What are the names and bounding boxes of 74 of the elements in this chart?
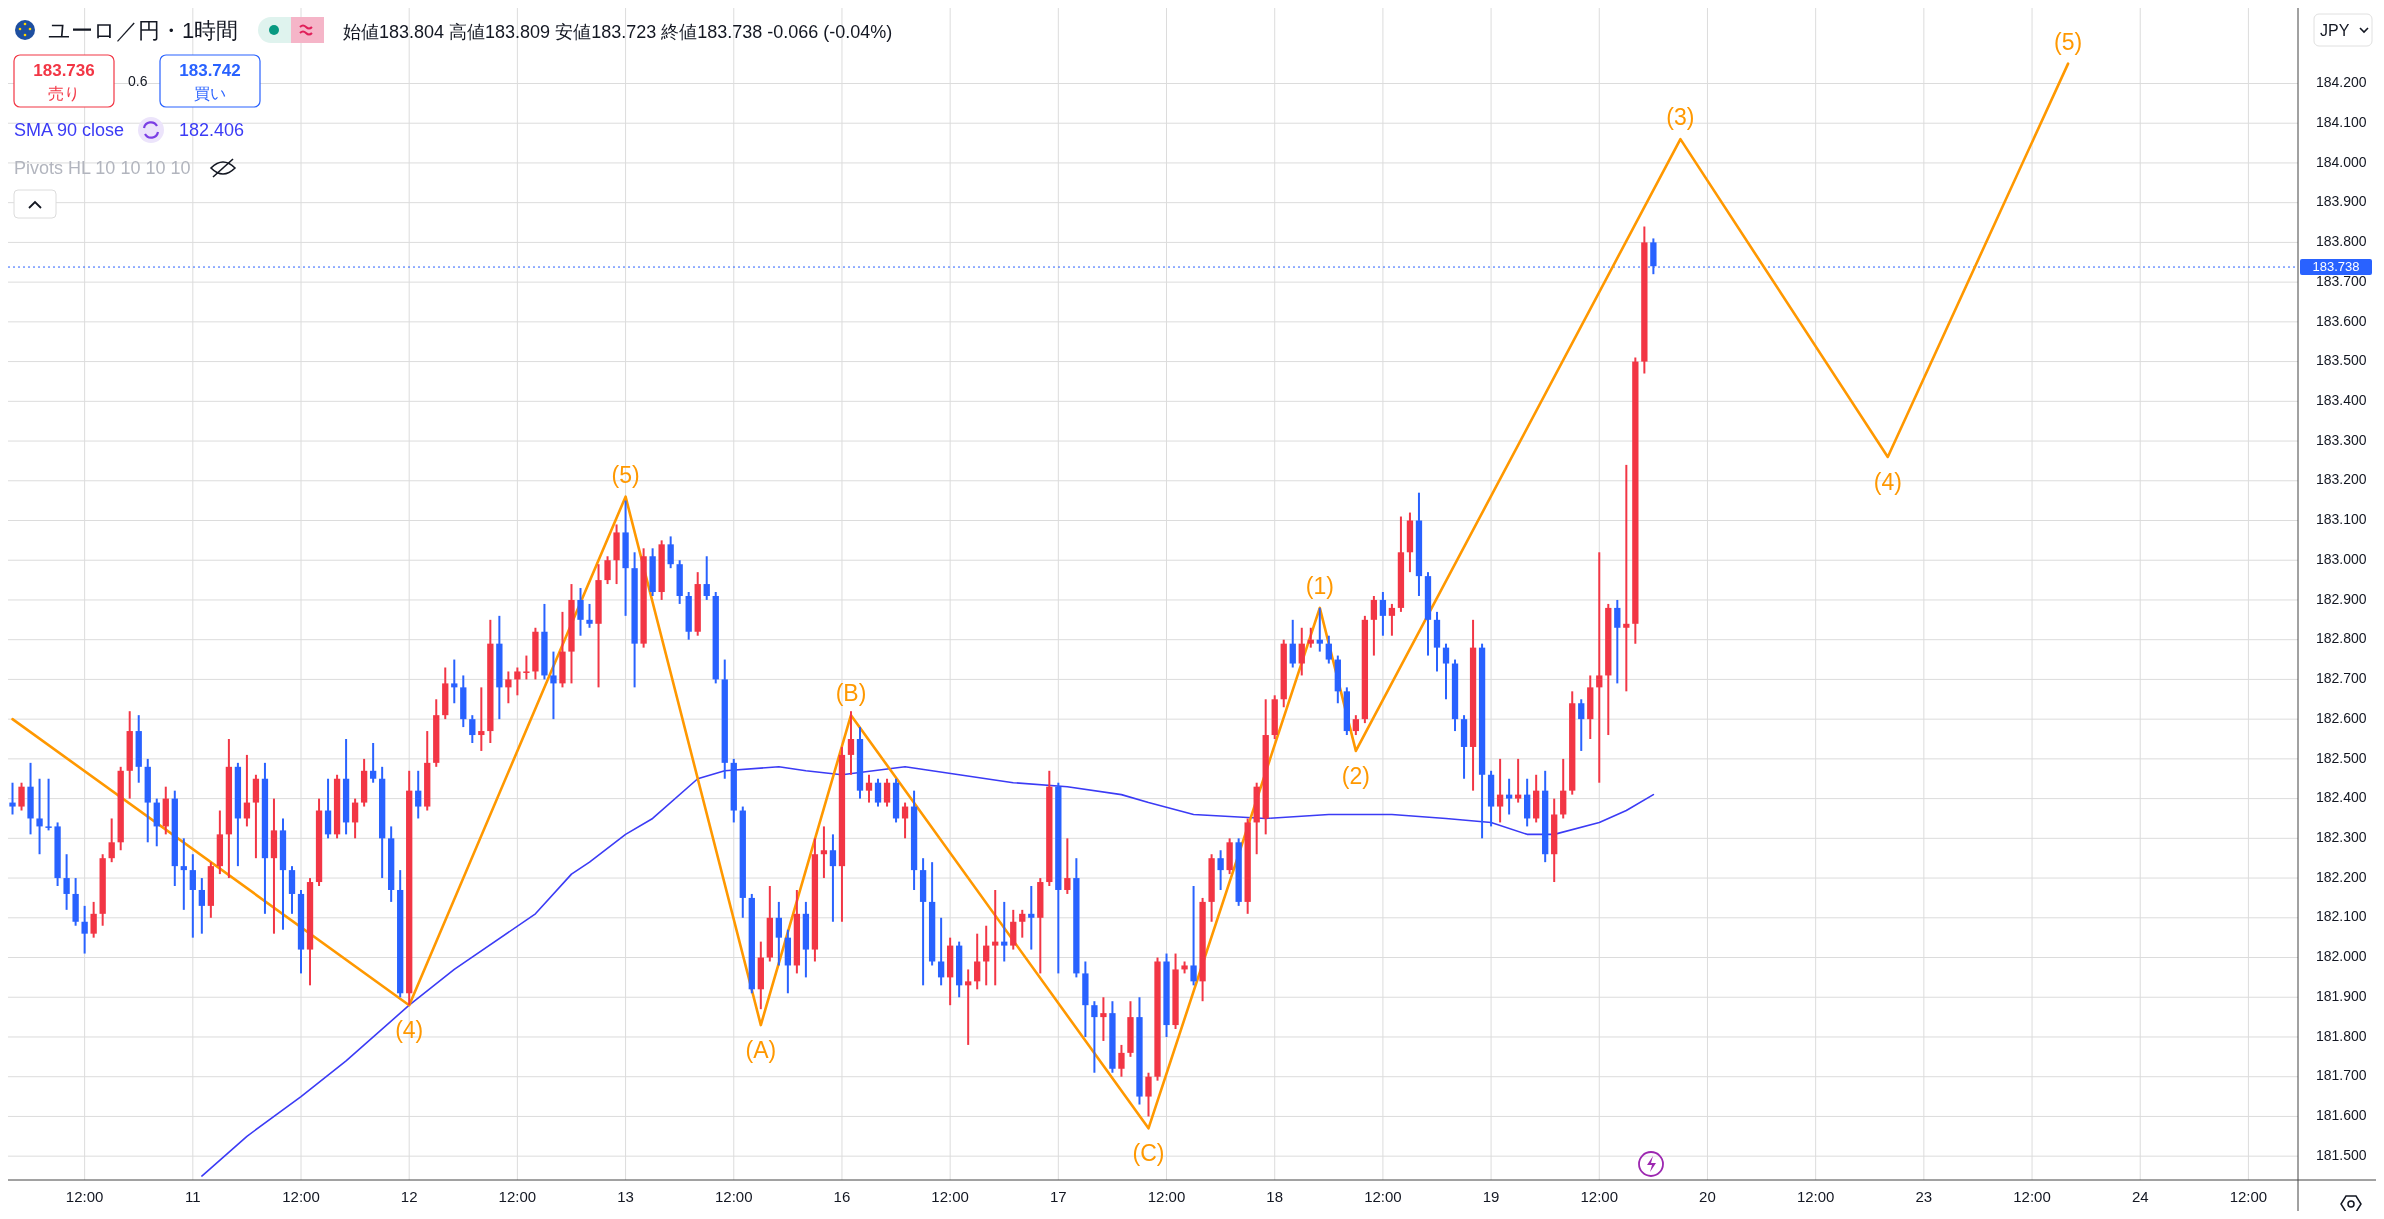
y-tick-label: 182.500	[2316, 749, 2367, 766]
y-tick-label: 183.800	[2316, 233, 2367, 250]
y-tick-label: 181.500	[2316, 1146, 2367, 1163]
x-tick-label: 16	[833, 1188, 851, 1205]
x-tick-label: 17	[1049, 1188, 1067, 1205]
x-tick-label: 12:00	[714, 1188, 753, 1205]
y-tick-label: 184.000	[2316, 153, 2367, 170]
y-tick-label: 182.600	[2316, 709, 2367, 726]
y-tick-label: 181.800	[2316, 1027, 2367, 1044]
annotation: (5)	[611, 461, 640, 488]
annotation: (4)	[1873, 468, 1902, 495]
annotation: 買い	[194, 85, 226, 102]
x-tick-label: 12:00	[2013, 1188, 2051, 1205]
x-tick-label: 24	[2131, 1188, 2149, 1205]
x-tick-label: 11	[185, 1188, 201, 1205]
y-tick-label: 181.700	[2316, 1067, 2367, 1084]
x-tick-label: 12:00	[282, 1188, 320, 1205]
annotation: 売り	[48, 85, 80, 102]
y-tick-label: 183.000	[2316, 550, 2367, 567]
x-tick-label: 12:00	[1147, 1188, 1186, 1205]
x-tick-label: 12:00	[65, 1188, 104, 1205]
annotation: (3)	[1666, 104, 1695, 131]
y-tick-label: 182.900	[2316, 590, 2367, 607]
annotation: 183.736	[33, 61, 95, 80]
x-tick-label: 12:00	[931, 1188, 969, 1205]
annotation: (C)	[1132, 1140, 1165, 1167]
x-tick-label: 19	[1482, 1188, 1500, 1205]
annotation: 0.6	[128, 73, 148, 89]
y-tick-label: 183.500	[2316, 352, 2367, 369]
text: JPY	[2320, 22, 2350, 39]
x-tick-label: 12:00	[498, 1188, 537, 1205]
y-tick-label: 182.400	[2316, 789, 2367, 806]
y-tick-label: 184.200	[2316, 74, 2367, 91]
annotation: Pivots HL 10 10 10 10	[14, 158, 191, 178]
candlestick	[523, 654, 530, 681]
x-tick-label: 18	[1266, 1188, 1284, 1205]
text: 始値183.804 高値183.809 安値183.723 終値183.738 -0.066 (-0.04%)	[343, 22, 893, 42]
y-tick-label: 183.900	[2316, 193, 2367, 210]
annotation: (A)	[745, 1037, 777, 1064]
annotation: (1)	[1305, 572, 1334, 599]
y-tick-label: 181.600	[2316, 1107, 2367, 1124]
annotation: 182.406	[179, 120, 245, 140]
y-tick-label: 183.700	[2316, 272, 2367, 289]
y-tick-label: 182.300	[2316, 829, 2367, 846]
x-tick-label: 23	[1915, 1188, 1933, 1205]
candlestick	[45, 777, 52, 832]
annotation: (2)	[1341, 762, 1370, 789]
x-tick-label: 12	[400, 1188, 418, 1205]
x-tick-label: 12:00	[2229, 1188, 2268, 1205]
y-tick-label: 181.900	[2316, 987, 2367, 1004]
text: SMA 90 close	[14, 120, 125, 140]
y-tick-label: 183.300	[2316, 431, 2367, 448]
y-tick-label: 182.100	[2316, 908, 2367, 925]
y-tick-label: 184.100	[2316, 113, 2367, 130]
y-tick-label: 183.200	[2316, 471, 2367, 488]
x-tick-label: 20	[1699, 1188, 1716, 1205]
y-tick-label: 183.100	[2316, 511, 2367, 528]
y-tick-label: 182.800	[2316, 630, 2367, 647]
y-tick-label: 182.700	[2316, 670, 2367, 687]
x-tick-label: 13	[617, 1188, 634, 1205]
y-tick-label: 183.400	[2316, 392, 2367, 409]
text: ユーロ／円・1時間	[48, 18, 239, 43]
annotation: (B)	[835, 680, 867, 707]
x-tick-label: 12:00	[1364, 1188, 1402, 1205]
y-tick-label: 182.200	[2316, 868, 2367, 885]
y-tick-label: 182.000	[2316, 948, 2367, 965]
annotation: (4)	[395, 1017, 424, 1044]
annotation: (5)	[2054, 28, 2083, 55]
x-tick-label: 12:00	[1796, 1188, 1835, 1205]
ref-line-label: 183.738	[2312, 258, 2360, 274]
y-tick-label: 183.600	[2316, 312, 2367, 329]
annotation: 183.742	[179, 61, 241, 80]
x-tick-label: 12:00	[1580, 1188, 1619, 1205]
line-series	[201, 766, 1655, 1177]
